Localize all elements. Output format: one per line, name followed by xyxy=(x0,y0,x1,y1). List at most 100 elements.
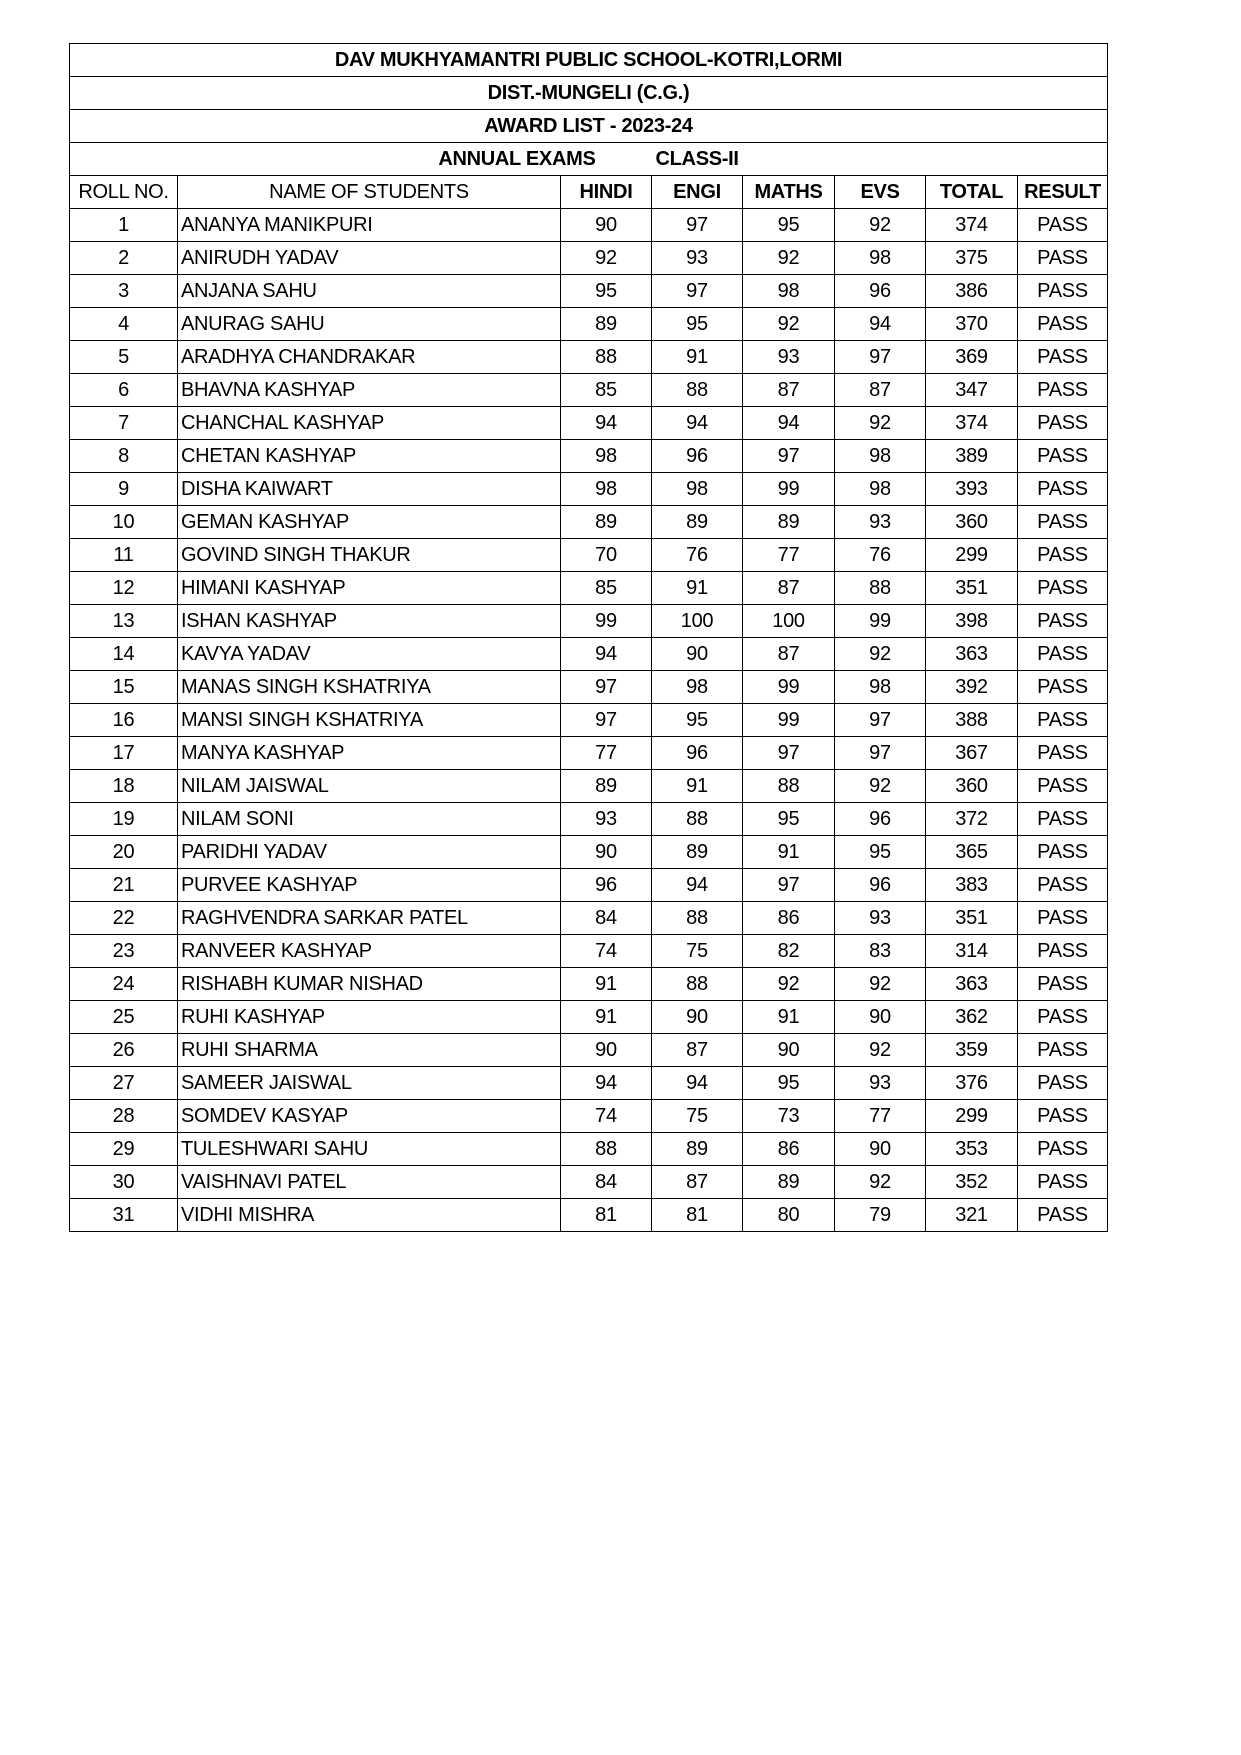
evs-mark: 97 xyxy=(834,340,926,374)
hindi-mark: 70 xyxy=(560,538,652,572)
roll-no: 17 xyxy=(69,736,178,770)
roll-no: 25 xyxy=(69,1000,178,1034)
result: PASS xyxy=(1016,901,1109,935)
evs-mark: 92 xyxy=(834,637,926,671)
total-mark: 363 xyxy=(925,637,1018,671)
student-name: TULESHWARI SAHU xyxy=(177,1132,561,1166)
evs-mark: 92 xyxy=(834,208,926,242)
school-name: DAV MUKHYAMANTRI PUBLIC SCHOOL-KOTRI,LOR… xyxy=(68,43,1109,77)
result: PASS xyxy=(1016,1033,1109,1067)
result: PASS xyxy=(1016,703,1109,737)
hindi-mark: 99 xyxy=(560,604,652,638)
student-name: RANVEER KASHYAP xyxy=(177,934,561,968)
maths-mark: 87 xyxy=(742,373,835,407)
result: PASS xyxy=(1016,1132,1109,1166)
maths-mark: 87 xyxy=(742,637,835,671)
total-mark: 351 xyxy=(925,901,1018,935)
table-row: 8 CHETAN KASHYAP 98 96 97 98 389 PASS xyxy=(69,439,1109,473)
engi-mark: 87 xyxy=(651,1033,743,1067)
student-name: MANYA KASHYAP xyxy=(177,736,561,770)
table-row: 15 MANAS SINGH KSHATRIYA 97 98 99 98 392 PASS xyxy=(69,670,1109,704)
evs-mark: 92 xyxy=(834,967,926,1001)
total-mark: 360 xyxy=(925,769,1018,803)
evs-mark: 90 xyxy=(834,1000,926,1034)
maths-mark: 97 xyxy=(742,736,835,770)
result: PASS xyxy=(1016,604,1109,638)
result: PASS xyxy=(1016,538,1109,572)
table-row: 18 NILAM JAISWAL 89 91 88 92 360 PASS xyxy=(69,769,1109,803)
hindi-mark: 91 xyxy=(560,1000,652,1034)
table-row: 31 VIDHI MISHRA 81 81 80 79 321 PASS xyxy=(69,1198,1109,1232)
roll-no: 9 xyxy=(69,472,178,506)
student-name: NILAM JAISWAL xyxy=(177,769,561,803)
roll-no: 10 xyxy=(69,505,178,539)
table-row: 23 RANVEER KASHYAP 74 75 82 83 314 PASS xyxy=(69,934,1109,968)
hindi-mark: 90 xyxy=(560,1033,652,1067)
student-name: GOVIND SINGH THAKUR xyxy=(177,538,561,572)
table-row: 7 CHANCHAL KASHYAP 94 94 94 92 374 PASS xyxy=(69,406,1109,440)
evs-mark: 87 xyxy=(834,373,926,407)
total-mark: 398 xyxy=(925,604,1018,638)
student-name: NILAM SONI xyxy=(177,802,561,836)
table-row: 11 GOVIND SINGH THAKUR 70 76 77 76 299 PASS xyxy=(69,538,1109,572)
maths-mark: 97 xyxy=(742,868,835,902)
district: DIST.-MUNGELI (C.G.) xyxy=(68,76,1109,110)
evs-mark: 92 xyxy=(834,1033,926,1067)
hindi-mark: 84 xyxy=(560,1165,652,1199)
student-name: RISHABH KUMAR NISHAD xyxy=(177,967,561,1001)
maths-mark: 99 xyxy=(742,670,835,704)
engi-mark: 88 xyxy=(651,901,743,935)
roll-no: 5 xyxy=(69,340,178,374)
student-name: GEMAN KASHYAP xyxy=(177,505,561,539)
engi-mark: 89 xyxy=(651,1132,743,1166)
student-name: VIDHI MISHRA xyxy=(177,1198,561,1232)
total-mark: 367 xyxy=(925,736,1018,770)
engi-mark: 94 xyxy=(651,868,743,902)
student-name: MANSI SINGH KSHATRIYA xyxy=(177,703,561,737)
total-mark: 374 xyxy=(925,208,1018,242)
total-mark: 389 xyxy=(925,439,1018,473)
total-mark: 362 xyxy=(925,1000,1018,1034)
table-row: 25 RUHI KASHYAP 91 90 91 90 362 PASS xyxy=(69,1000,1109,1034)
col-engi: ENGI xyxy=(651,175,743,209)
hindi-mark: 92 xyxy=(560,241,652,275)
table-row: 26 RUHI SHARMA 90 87 90 92 359 PASS xyxy=(69,1033,1109,1067)
evs-mark: 93 xyxy=(834,901,926,935)
total-mark: 376 xyxy=(925,1066,1018,1100)
hindi-mark: 93 xyxy=(560,802,652,836)
total-mark: 370 xyxy=(925,307,1018,341)
col-name: NAME OF STUDENTS xyxy=(177,175,561,209)
roll-no: 3 xyxy=(69,274,178,308)
evs-mark: 90 xyxy=(834,1132,926,1166)
total-mark: 383 xyxy=(925,868,1018,902)
maths-mark: 89 xyxy=(742,505,835,539)
hindi-mark: 95 xyxy=(560,274,652,308)
total-mark: 393 xyxy=(925,472,1018,506)
engi-mark: 76 xyxy=(651,538,743,572)
evs-mark: 96 xyxy=(834,274,926,308)
roll-no: 13 xyxy=(69,604,178,638)
maths-mark: 95 xyxy=(742,208,835,242)
table-row: 3 ANJANA SAHU 95 97 98 96 386 PASS xyxy=(69,274,1109,308)
maths-mark: 82 xyxy=(742,934,835,968)
engi-mark: 75 xyxy=(651,934,743,968)
result: PASS xyxy=(1016,967,1109,1001)
table-row: 21 PURVEE KASHYAP 96 94 97 96 383 PASS xyxy=(69,868,1109,902)
evs-mark: 98 xyxy=(834,472,926,506)
evs-mark: 96 xyxy=(834,868,926,902)
student-name: BHAVNA KASHYAP xyxy=(177,373,561,407)
total-mark: 352 xyxy=(925,1165,1018,1199)
table-row: 24 RISHABH KUMAR NISHAD 91 88 92 92 363 PASS xyxy=(69,967,1109,1001)
table-row: 22 RAGHVENDRA SARKAR PATEL 84 88 86 93 351 PASS xyxy=(69,901,1109,935)
evs-mark: 98 xyxy=(834,439,926,473)
total-mark: 388 xyxy=(925,703,1018,737)
total-mark: 392 xyxy=(925,670,1018,704)
evs-mark: 99 xyxy=(834,604,926,638)
evs-mark: 97 xyxy=(834,736,926,770)
hindi-mark: 90 xyxy=(560,835,652,869)
maths-mark: 100 xyxy=(742,604,835,638)
maths-mark: 92 xyxy=(742,307,835,341)
roll-no: 22 xyxy=(69,901,178,935)
hindi-mark: 74 xyxy=(560,1099,652,1133)
engi-mark: 91 xyxy=(651,571,743,605)
